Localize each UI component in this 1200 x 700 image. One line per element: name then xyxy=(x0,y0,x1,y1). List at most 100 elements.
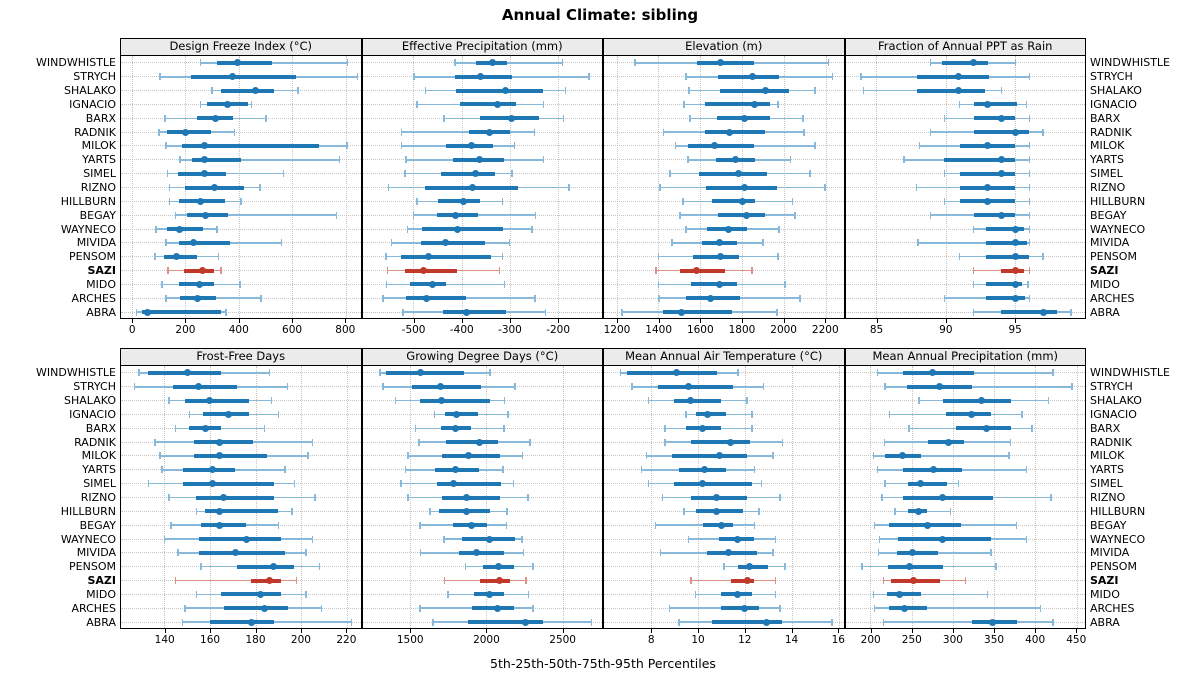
axis-tick xyxy=(1015,319,1017,323)
row-label: SAZI xyxy=(1090,264,1119,278)
whisker-cap-95th xyxy=(751,410,753,418)
whisker-cap-5th xyxy=(161,466,163,474)
whisker-cap-95th xyxy=(1015,521,1018,529)
whisker-cap-5th xyxy=(382,383,384,391)
whisker-cap-95th xyxy=(791,197,793,205)
whisker-cap-5th xyxy=(174,424,177,432)
gridline-horizontal xyxy=(121,131,361,133)
whisker-cap-5th xyxy=(943,114,946,122)
whisker-cap-95th xyxy=(1070,308,1072,316)
whisker-cap-5th xyxy=(685,410,687,418)
iqr-bar-25th-75th xyxy=(887,564,943,569)
whisker-cap-95th xyxy=(1042,128,1044,136)
whisker-line-5th-95th xyxy=(917,242,1030,244)
whisker-cap-5th xyxy=(138,369,140,377)
whisker-cap-95th xyxy=(513,142,516,150)
whisker-cap-5th xyxy=(661,494,664,501)
whisker-cap-5th xyxy=(464,563,467,571)
panel-frost-free-days: Frost-Free Days 140 160 180 200 220 xyxy=(120,348,362,651)
iqr-bar-25th-75th xyxy=(696,60,754,65)
whisker-cap-95th xyxy=(814,142,816,150)
axis-tick-label: 400 xyxy=(1025,634,1046,646)
whisker-cap-95th xyxy=(293,480,296,488)
whisker-cap-95th xyxy=(1039,604,1042,612)
axis-tick-label: 200 xyxy=(860,634,881,646)
iqr-bar-25th-75th xyxy=(627,370,717,375)
iqr-bar-25th-75th xyxy=(141,310,222,315)
whisker-cap-5th xyxy=(400,128,403,136)
median-dot-50th xyxy=(923,521,931,529)
median-dot-50th xyxy=(968,410,976,418)
whisker-cap-95th xyxy=(216,225,218,233)
whisker-cap-95th xyxy=(305,590,307,598)
whisker-cap-95th xyxy=(295,577,298,585)
whisker-cap-95th xyxy=(291,507,293,515)
whisker-cap-5th xyxy=(972,225,975,233)
row-label: MIDO xyxy=(86,587,116,601)
panel-title: Fraction of Annual PPT as Rain xyxy=(844,38,1086,56)
whisker-cap-95th xyxy=(544,308,547,316)
gridline-horizontal xyxy=(845,311,1085,313)
whisker-cap-95th xyxy=(1025,466,1028,474)
row-label: BEGAY xyxy=(79,208,116,222)
median-dot-50th xyxy=(215,438,223,446)
iqr-bar-25th-75th xyxy=(944,157,1016,162)
iqr-bar-25th-75th xyxy=(973,130,1030,135)
panel-mean-annual-precipitation-mm: Mean Annual Precipitation (mm) 200 250 300 3… xyxy=(844,348,1086,651)
row-label: WINDWHISTLE xyxy=(36,366,116,380)
median-dot-50th xyxy=(220,494,228,501)
whisker-cap-95th xyxy=(751,424,753,432)
whisker-cap-5th xyxy=(158,128,160,136)
whisker-cap-5th xyxy=(884,383,886,391)
median-dot-50th xyxy=(724,549,732,557)
axis-tick xyxy=(509,319,511,323)
median-dot-50th xyxy=(181,128,189,136)
axis-tick-label: 2500 xyxy=(549,634,576,646)
axis-tick-label: -300 xyxy=(498,324,522,336)
median-dot-50th xyxy=(717,253,725,261)
plot-area xyxy=(603,366,845,629)
median-dot-50th xyxy=(452,466,460,474)
whisker-cap-95th xyxy=(260,294,262,302)
median-dot-50th xyxy=(208,480,216,488)
whisker-cap-95th xyxy=(346,142,348,150)
whisker-cap-95th xyxy=(562,114,565,122)
iqr-bar-25th-75th xyxy=(209,620,274,625)
whisker-cap-95th xyxy=(777,100,779,108)
whisker-line-5th-95th xyxy=(200,62,348,64)
median-dot-50th xyxy=(711,142,719,150)
median-dot-50th xyxy=(1011,239,1019,247)
whisker-cap-5th xyxy=(903,156,905,164)
whisker-cap-95th xyxy=(531,225,533,233)
iqr-bar-25th-75th xyxy=(479,578,511,583)
whisker-cap-95th xyxy=(737,369,739,377)
whisker-cap-95th xyxy=(1028,142,1031,150)
x-axis: 140 160 180 200 220 xyxy=(120,629,362,651)
whisker-cap-5th xyxy=(877,549,880,557)
iqr-bar-25th-75th xyxy=(698,171,768,176)
axis-tick-label: 400 xyxy=(228,324,249,336)
whisker-cap-95th xyxy=(532,563,534,571)
median-dot-50th xyxy=(715,452,723,460)
gridline-horizontal xyxy=(121,256,361,258)
whisker-cap-5th xyxy=(155,225,157,233)
whisker-cap-95th xyxy=(949,507,952,515)
whisker-cap-95th xyxy=(508,239,511,247)
median-dot-50th xyxy=(437,383,445,391)
iqr-bar-25th-75th xyxy=(916,88,985,93)
whisker-cap-5th xyxy=(878,535,881,543)
whisker-cap-95th xyxy=(280,239,283,247)
iqr-bar-25th-75th xyxy=(191,74,296,79)
row-label: BEGAY xyxy=(79,518,116,532)
axis-tick-label: 200 xyxy=(290,634,311,646)
whisker-cap-95th xyxy=(799,294,801,302)
whisker-cap-5th xyxy=(671,239,673,247)
median-dot-50th xyxy=(201,142,209,150)
whisker-cap-5th xyxy=(689,114,691,122)
panel-title: Mean Annual Air Temperature (°C) xyxy=(603,348,845,366)
axis-tick xyxy=(658,319,660,323)
whisker-cap-5th xyxy=(688,87,690,95)
row-label: ARCHES xyxy=(71,601,116,615)
median-dot-50th xyxy=(673,369,681,377)
row-label: MIVIDA xyxy=(76,236,116,250)
